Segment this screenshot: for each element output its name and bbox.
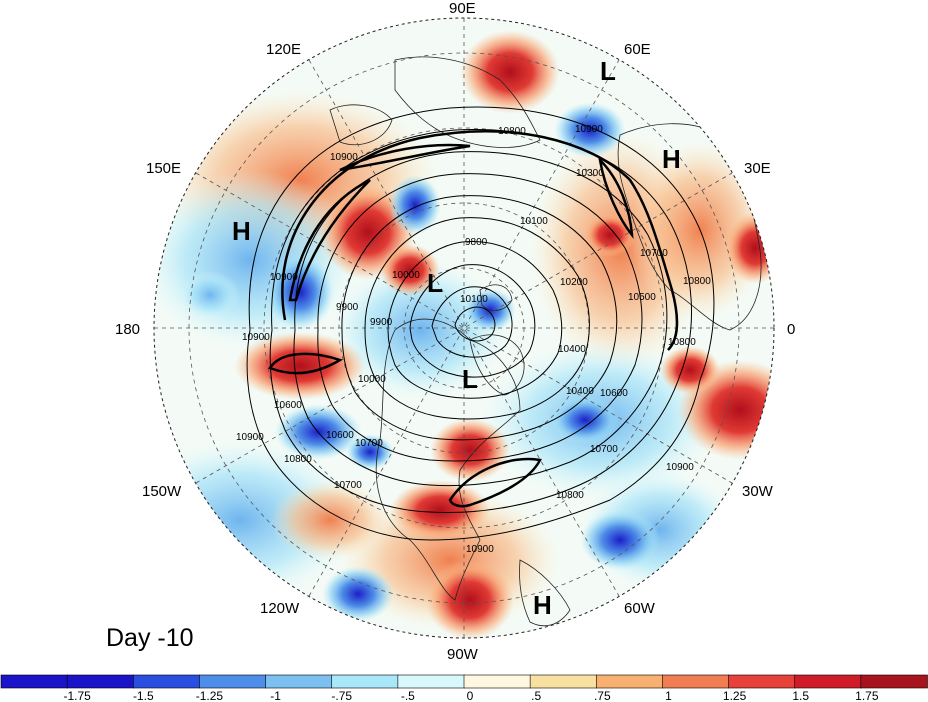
longitude-labels: 90E 120E 60E 150E 30E 180 0 150W 30W 120… [115,0,795,663]
high-center-label: H [662,144,681,174]
contour-label: 10900 [575,124,603,135]
colorbar-tick-label: 1.25 [723,689,747,702]
contour-label: 10600 [600,388,628,399]
colorbar-tick-label: 1.5 [792,689,809,702]
day-label: Day -10 [106,624,194,652]
lon-label-180: 180 [115,321,140,338]
lon-label-60w: 60W [624,600,656,617]
colorbar-swatch [595,674,664,689]
colorbar-tick-label: 1.75 [855,689,879,702]
colorbar-tick-label: .75 [594,689,611,702]
map-border [153,17,775,639]
high-center-label: H [533,590,552,620]
lon-label-120e: 120E [266,41,301,58]
contour-label: 10500 [628,292,656,303]
contour-label: 10000 [358,374,386,385]
contour-label: 10700 [590,444,618,455]
lon-label-30w: 30W [742,483,774,500]
contour-label: 10400 [566,386,594,397]
colorbar-swatch [728,674,796,689]
lon-label-30e: 30E [744,160,771,177]
colorbar-tick-label: -1.75 [63,689,91,702]
contour-label: 10800 [284,454,312,465]
colorbar-swatch [529,674,598,689]
lon-label-60e: 60E [624,41,651,58]
graticule [154,18,774,638]
colorbar-tick-label: -.75 [331,689,352,702]
lon-label-90w: 90W [447,646,479,663]
colorbar-tick-label: -.5 [401,689,415,702]
anomaly-field [154,18,774,638]
contour-label: 10100 [460,294,488,305]
contour-label: 10600 [326,430,354,441]
colorbar-swatch [66,674,135,689]
lon-label-150w: 150W [142,483,182,500]
lon-label-90e: 90E [449,0,476,17]
contour-label: 10900 [330,152,358,163]
contour-label: 10900 [466,544,494,555]
colorbar-tick-label: 0 [467,689,474,702]
colorbar-swatch [265,674,333,689]
contour-label: 10000 [392,270,420,281]
colorbar-swatch [0,674,68,689]
low-center-label: L [462,364,478,394]
pressure-centers: L H H L L H [232,56,681,620]
contour-label: 9900 [336,302,359,313]
contour-label: 10900 [270,272,298,283]
contour-label: 10900 [666,462,694,473]
contour-label: 10100 [520,216,548,227]
colorbar-tick-label: -1.25 [196,689,224,702]
contour-label: 10800 [668,337,696,348]
low-center-label: L [427,268,443,298]
colorbar-tick-label: -1 [270,689,281,702]
contour-label: 10700 [334,480,362,491]
colorbar-swatch [331,674,399,689]
lon-label-120w: 120W [260,600,300,617]
contour-label: 9800 [465,237,488,248]
contour-label: 10900 [242,332,270,343]
contour-label: 10200 [560,277,588,288]
contour-label: 10700 [640,248,668,259]
contour-label: 10800 [683,276,711,287]
contour-label: 9900 [370,317,393,328]
colorbar: -1.75 -1.5 -1.25 -1 -.75 -.5 0 .5 .75 1 1.25 1.5 1.7… [0,674,928,702]
contour-label: 10600 [274,400,302,411]
jet-contours [268,130,679,508]
contour-label: 10400 [558,344,586,355]
colorbar-swatch [463,674,531,689]
colorbar-tick-label: .5 [531,689,541,702]
colorbar-swatch [397,674,465,689]
colorbar-swatch [199,674,267,689]
colorbar-swatch [794,674,862,689]
lon-label-0: 0 [787,321,795,338]
contour-label: 10300 [576,168,604,179]
colorbar-swatch [132,674,201,689]
colorbar-swatch [860,674,928,689]
contour-label: 10800 [498,126,526,137]
height-contours [246,106,715,541]
colorbar-tick-label: 1 [665,689,672,702]
contour-label: 10900 [236,432,264,443]
colorbar-tick-label: -1.5 [133,689,154,702]
lon-label-150e: 150E [146,160,181,177]
high-center-label: H [232,216,251,246]
colorbar-swatch [662,674,730,689]
contour-label: 10800 [556,490,584,501]
low-center-label: L [600,56,616,86]
contour-labels: 10900 10800 10300 10100 9800 10900 10900… [236,124,711,555]
contour-label: 10700 [355,438,383,449]
